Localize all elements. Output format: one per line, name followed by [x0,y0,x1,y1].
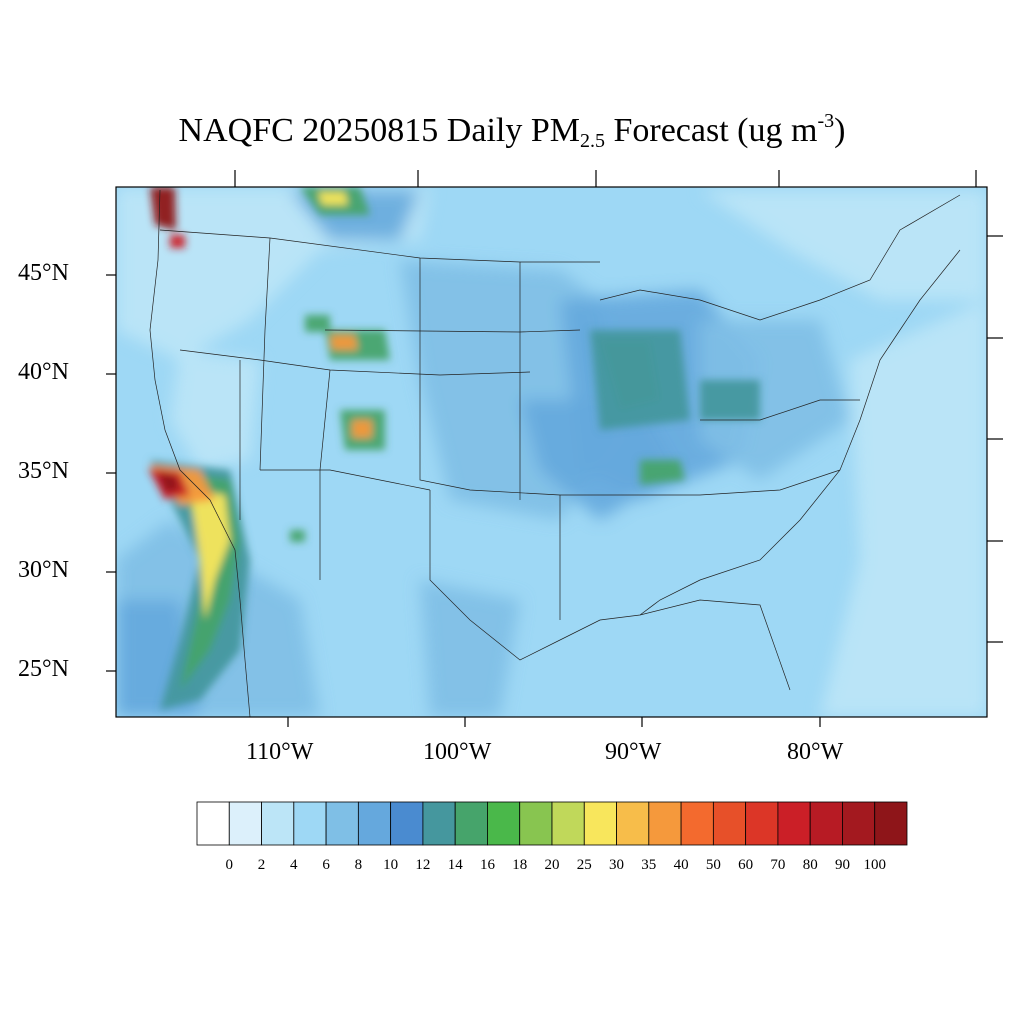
title-superscript: -3 [817,110,835,132]
hotspot-region [150,187,176,230]
colorbar-swatch [842,801,876,846]
hotspot-region [190,490,230,620]
lat-label-30: 30°N [18,557,69,583]
hotspot-region [290,530,305,542]
colorbar-swatch [777,801,811,846]
boundary-line [319,369,331,580]
colorbar-swatch [712,801,747,846]
colorbar-swatch [454,801,488,846]
colorbar-label: 2 [257,857,266,873]
colorbar-label: 80 [802,857,818,873]
colorbar-swatch [583,801,617,846]
concentration-region [170,350,260,470]
colorbar-label: 90 [835,857,850,873]
hotspot-region [330,335,358,350]
colorbar-label: 60 [738,857,754,873]
hotspot-region [318,192,348,205]
colorbar-swatch [325,801,359,846]
colorbar-label: 70 [770,857,786,873]
hotspot-areas [148,187,760,710]
colorbar-label: 6 [322,857,330,873]
hotspot-region [590,330,690,430]
lon-label-100w: 100°W [423,739,492,765]
colorbar-label: 8 [354,857,363,873]
boundary-line [259,237,271,471]
boundary-line [599,194,961,321]
hotspot-region [640,460,685,485]
hotspot-region [305,315,330,332]
colorbar-label: 16 [480,857,495,873]
colorbar-swatch [648,801,682,846]
hotspot-region [170,235,185,248]
concentration-region [700,190,987,300]
lon-label-80w: 80°W [787,739,844,765]
colorbar-label: 100 [863,857,886,873]
colorbar-label: 30 [609,857,624,873]
hotspot-region [352,420,372,438]
boundary-line [149,189,251,717]
colorbar-swatch [680,801,714,846]
colorbar-swatch [874,801,908,846]
colorbar-swatch [228,801,262,846]
lon-label-90w: 90°W [605,739,662,765]
title-end: ) [834,112,846,149]
lon-label-110w: 110°W [246,739,314,765]
colorbar-swatch [422,801,456,846]
colorbar-label: 20 [544,857,560,873]
colorbar-label: 10 [383,857,399,873]
colorbar-swatch [745,801,779,846]
colorbar [196,801,908,846]
colorbar-swatch [261,801,295,846]
hotspot-region [700,380,760,420]
boundary-line [260,469,431,491]
colorbar-swatch [809,801,843,846]
colorbar-label: 50 [705,857,721,873]
lat-label-40: 40°N [18,359,69,385]
colorbar-label: 4 [290,857,298,873]
concentration-region [700,320,850,480]
colorbar-swatch [357,801,392,846]
title-subscript: 2.5 [579,130,605,152]
colorbar-label: 25 [576,857,592,873]
boundary-line [700,399,860,421]
colorbar-swatch [551,801,585,846]
colorbar-swatch [487,801,521,846]
boundary-line [620,469,841,496]
lat-label-45: 45°N [18,260,69,286]
title-main: NAQFC 20250815 Daily PM [178,112,580,149]
colorbar-swatch [390,801,424,846]
colorbar-label: 12 [415,857,431,873]
state-boundaries [149,189,961,717]
map-frame [115,186,988,718]
colorbar-label: 35 [641,857,657,873]
colorbar-label: 40 [673,857,689,873]
boundary-line [419,258,620,496]
title-mid: Forecast (ug m [604,112,818,149]
colorbar-swatch [616,801,650,846]
concentration-field [116,187,987,717]
axis-ticks [106,170,1003,727]
colorbar-swatch [519,801,553,846]
map-title: NAQFC 20250815 Daily PM2.5 Forecast (ug … [0,110,1024,152]
lat-label-25: 25°N [18,656,69,682]
boundary-line [429,490,791,691]
hotspot-region [158,472,180,492]
colorbar-label: 14 [447,857,463,873]
colorbar-swatch [196,801,230,846]
concentration-region [520,400,680,520]
concentration-region [820,300,987,717]
colorbar-swatch [293,801,327,846]
colorbar-label: 18 [512,857,528,873]
concentration-region [420,580,520,717]
lat-label-35: 35°N [18,458,69,484]
colorbar-label: 0 [225,857,234,873]
